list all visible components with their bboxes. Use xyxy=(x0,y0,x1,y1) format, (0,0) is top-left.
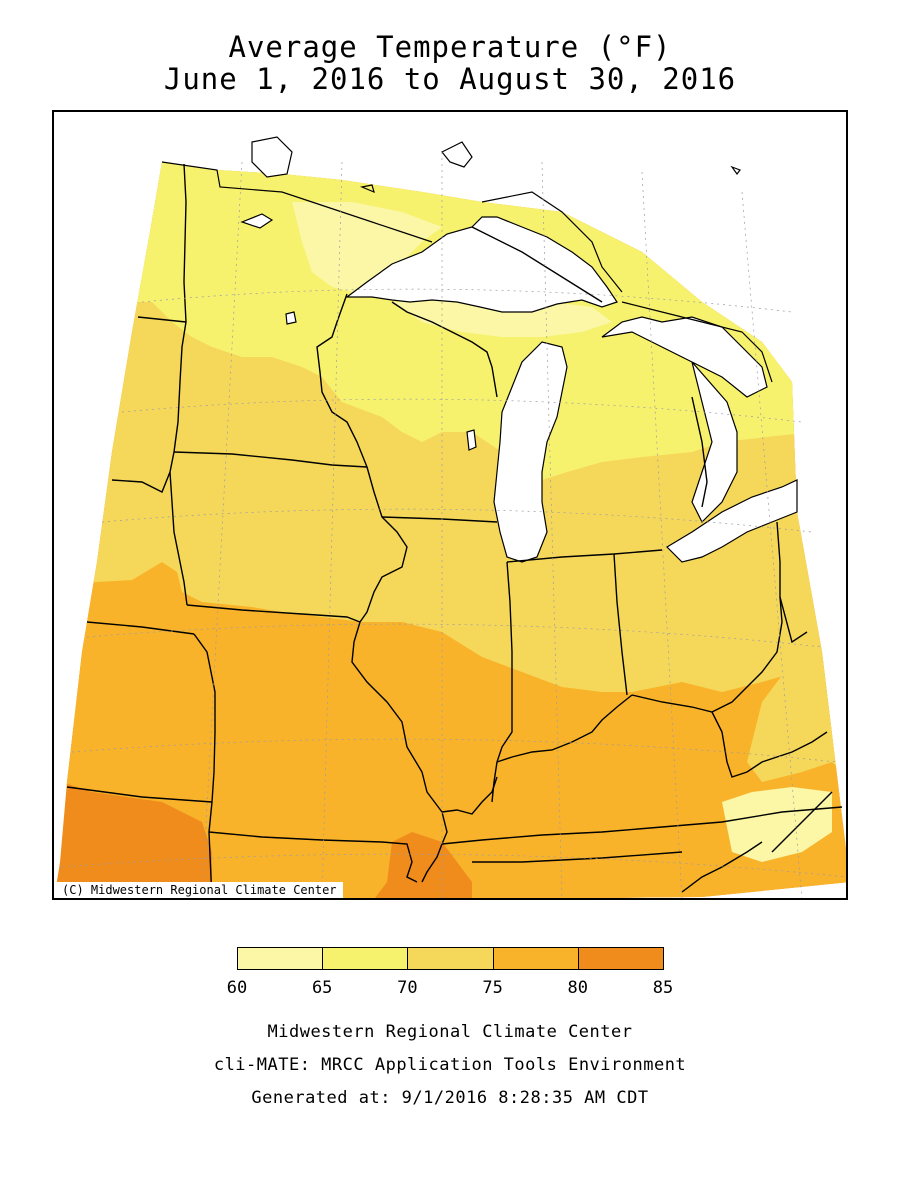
map-canvas xyxy=(54,136,846,898)
legend-swatch xyxy=(407,947,494,970)
border-wi-mi xyxy=(391,301,498,398)
lake-mille-lacs xyxy=(285,311,297,325)
copyright-label: (C) Midwestern Regional Climate Center xyxy=(54,882,343,898)
border-oh-pa xyxy=(776,521,808,644)
border-tn-ms xyxy=(472,851,683,863)
border-ne-ks xyxy=(86,621,195,635)
border-sd-ne xyxy=(111,451,175,493)
border-ky-va xyxy=(711,711,828,778)
legend-swatch xyxy=(237,947,324,970)
border-mi-on xyxy=(691,396,708,508)
border-ia-ne xyxy=(169,471,188,606)
legend-tick-label: 75 xyxy=(482,978,503,998)
border-ok-ar xyxy=(208,801,213,898)
legend-tick-label: 80 xyxy=(567,978,589,998)
border-ia-il xyxy=(359,466,408,623)
graticule xyxy=(61,152,846,898)
border-misc xyxy=(681,841,763,893)
legend-tick-label: 85 xyxy=(652,978,674,998)
footer-tool: cli-MATE: MRCC Application Tools Environ… xyxy=(213,1055,687,1075)
border-oh-ky xyxy=(631,596,783,713)
map-date-range: June 1, 2016 to August 30, 2016 xyxy=(163,62,737,96)
map-title: Average Temperature (°F) xyxy=(228,30,672,64)
temperature-map: (C) Midwestern Regional Climate Center xyxy=(52,110,848,900)
border-il-in xyxy=(491,561,513,803)
border-va-south xyxy=(771,791,833,853)
legend-swatch xyxy=(577,947,664,970)
border-mo-il xyxy=(351,621,448,845)
border-ks-mo xyxy=(193,633,216,803)
border-bootheel xyxy=(421,843,443,883)
border-mo-ar xyxy=(208,831,418,883)
border-in-oh xyxy=(613,553,628,696)
border-ia-mo xyxy=(186,604,361,623)
zone-60-65 xyxy=(292,202,832,862)
border-il-ky xyxy=(441,776,498,815)
color-legend xyxy=(237,947,664,972)
lake-superior xyxy=(345,216,618,313)
lake-huron xyxy=(601,316,768,524)
footer-organization: Midwestern Regional Climate Center xyxy=(267,1022,633,1042)
lake-of-woods xyxy=(251,136,293,178)
great-lakes xyxy=(240,136,798,563)
border-nd-sd xyxy=(137,316,187,323)
coastlines xyxy=(161,141,773,383)
legend-tick-label: 65 xyxy=(311,978,333,998)
border-ks-ok xyxy=(66,786,213,803)
border-mn-wi xyxy=(316,293,368,468)
legend-swatch xyxy=(322,947,409,970)
zone-65-70-patch xyxy=(164,290,176,310)
temperature-zones xyxy=(54,162,846,898)
border-ky-tn xyxy=(441,806,843,845)
border-in-ky xyxy=(496,694,633,763)
border-mn-ia xyxy=(173,451,368,468)
border-us-canada xyxy=(471,226,603,303)
legend-tick-label: 70 xyxy=(397,978,418,998)
legend-tick-label: 60 xyxy=(226,978,248,998)
border-mi-in-oh xyxy=(506,549,663,563)
lake-erie xyxy=(666,479,798,563)
legend-swatch xyxy=(492,947,579,970)
lake-winnebago xyxy=(466,429,477,451)
footer-generated: Generated at: 9/1/2016 8:28:35 AM CDT xyxy=(251,1088,649,1108)
lake-red xyxy=(240,213,274,229)
